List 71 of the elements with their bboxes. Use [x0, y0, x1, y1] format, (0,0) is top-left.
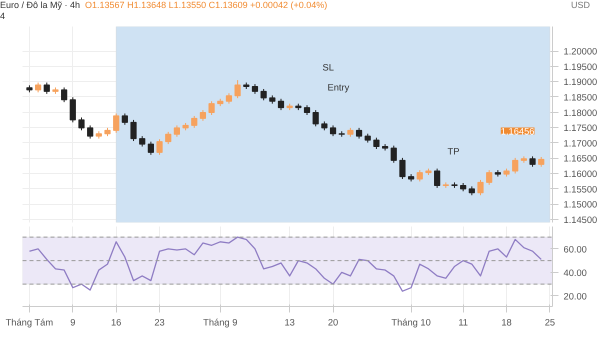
- text: O1.13567 H1.13648 L1.13550 C1.13609 +0.00042 (+0.04%): [85, 0, 328, 10]
- y-tick-label: 1.20000: [564, 46, 598, 56]
- chart-title: Euro / Đô la Mỹ · 4h: [0, 0, 80, 10]
- candlestick: [373, 137, 380, 150]
- candlestick: [165, 131, 172, 145]
- y-tick-label: 40.00: [564, 268, 587, 278]
- x-tick-label: 9: [70, 318, 76, 328]
- candlestick: [226, 92, 232, 104]
- candlestick: [538, 156, 544, 168]
- candlestick: [61, 86, 68, 103]
- y-tick-label: 20.00: [564, 291, 587, 302]
- y-tick-label: 1.19500: [564, 62, 598, 72]
- candlestick: [156, 138, 163, 156]
- candlestick: [78, 116, 85, 131]
- text: 4: [0, 11, 6, 21]
- annotation: TP: [448, 146, 460, 156]
- candlestick: [70, 96, 76, 123]
- candlestick: [35, 82, 42, 93]
- candlestick: [260, 88, 267, 101]
- candlestick: [512, 157, 518, 174]
- candlestick: [208, 100, 215, 116]
- candlestick: [390, 145, 397, 164]
- candlestick: [434, 168, 440, 188]
- line-series: [28, 236, 542, 292]
- y-tick-label: 1.17500: [564, 123, 598, 134]
- candlestick: [148, 141, 154, 156]
- candlestick: [252, 84, 258, 94]
- candlestick: [356, 127, 362, 140]
- candlestick: [416, 170, 423, 182]
- y-tick-label: 1.18000: [564, 108, 598, 118]
- x-tick-label: 11: [458, 318, 468, 328]
- candlestick: [113, 112, 120, 134]
- candlestick: [278, 98, 284, 111]
- text: USD: [570, 0, 590, 11]
- candlestick: [44, 82, 50, 94]
- y-tick-label: 1.18500: [564, 92, 598, 102]
- candlestick: [312, 110, 319, 127]
- candlestick: [87, 124, 94, 140]
- y-tick-label: 1.14500: [564, 214, 598, 225]
- x-tick-label: Tháng 9: [203, 318, 238, 328]
- y-tick-label: 1.15000: [564, 200, 598, 210]
- y-tick-label: 1.16500: [564, 154, 598, 164]
- x-tick-label: 13: [284, 318, 295, 328]
- candlestick: [529, 156, 536, 168]
- candlestick: [174, 124, 180, 138]
- candlestick: [399, 157, 406, 180]
- candlestick: [200, 110, 206, 122]
- candlestick: [130, 119, 137, 142]
- candlestick: [234, 80, 241, 99]
- annotation: SL: [322, 62, 334, 72]
- candlestick: [330, 124, 336, 137]
- candlestick: [477, 179, 484, 196]
- x-tick-label: 20: [328, 318, 338, 328]
- candlestick: [486, 170, 492, 186]
- y-tick-label: 1.19000: [564, 77, 598, 88]
- candlestick: [304, 104, 310, 116]
- candlestick: [139, 136, 146, 148]
- y-tick-label: 60.00: [564, 244, 587, 254]
- x-tick-label: Tháng Tám: [6, 318, 54, 328]
- y-tick-label: 1.15500: [564, 184, 598, 194]
- y-tick-label: 1.16000: [564, 169, 598, 179]
- x-tick-label: 23: [154, 318, 165, 328]
- candlestick: [191, 115, 198, 128]
- x-tick-label: Tháng 10: [391, 318, 431, 328]
- y-tick-label: 1.17000: [564, 138, 598, 148]
- annotation: Entry: [328, 82, 350, 92]
- x-tick-label: 18: [501, 318, 512, 328]
- x-tick-label: 25: [544, 318, 556, 328]
- x-tick-label: 16: [110, 318, 122, 328]
- candlestick: [122, 112, 128, 126]
- annotation: 1.16456: [500, 126, 535, 136]
